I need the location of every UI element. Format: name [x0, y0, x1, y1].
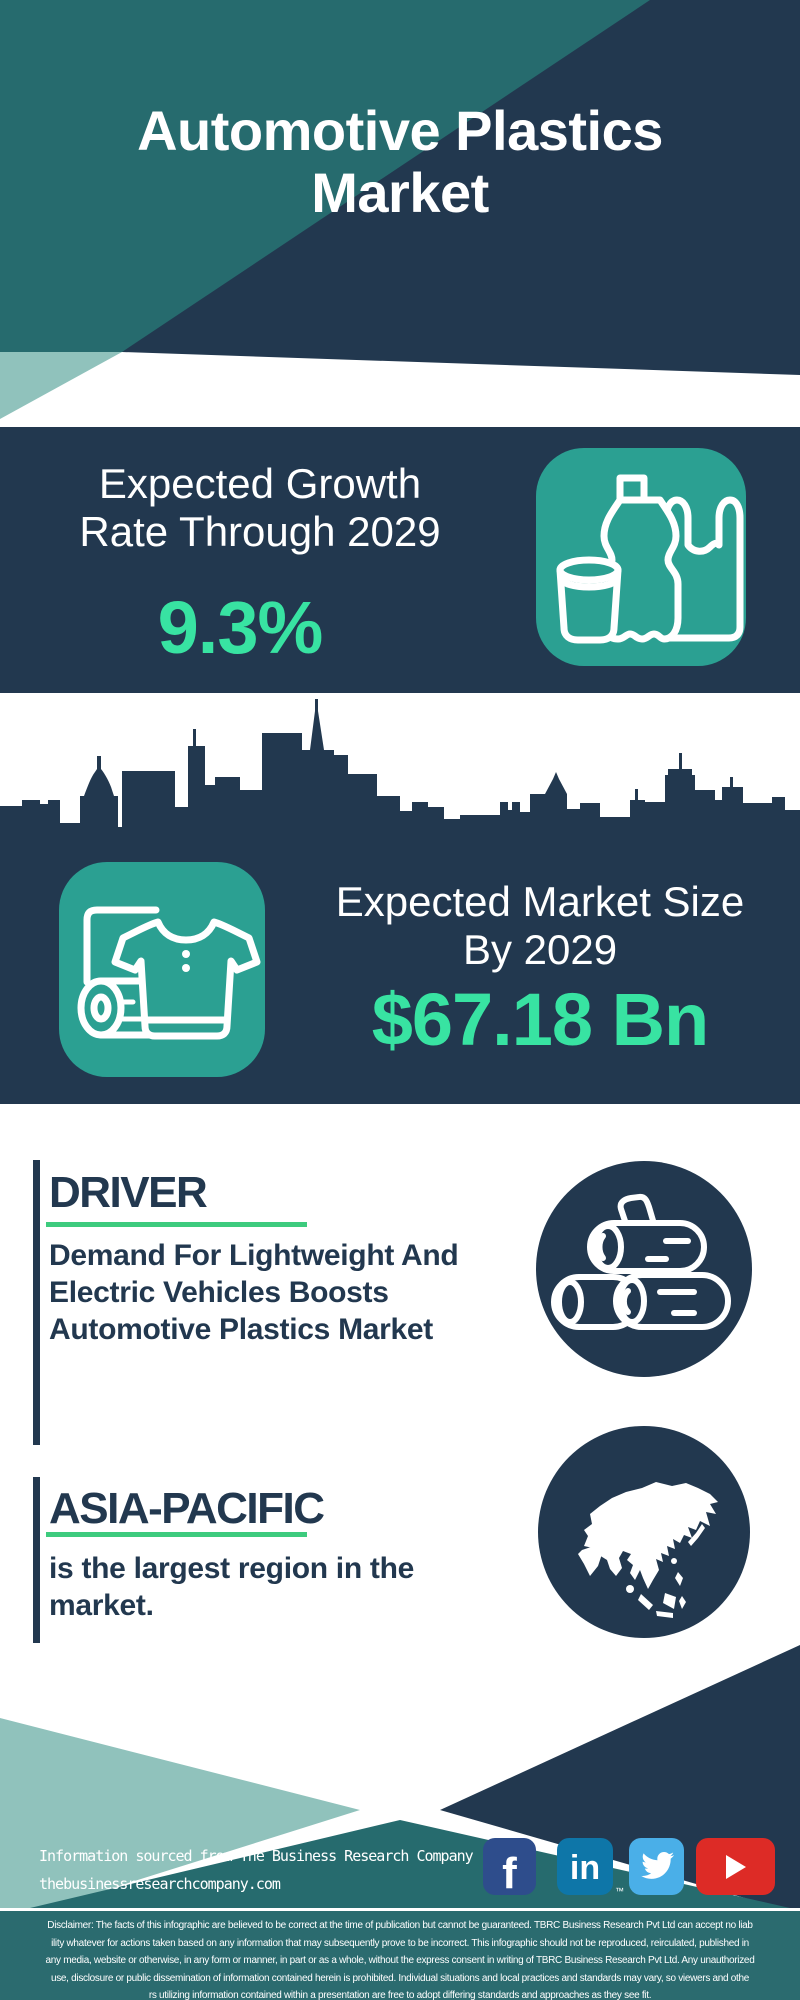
region-accent-bar [33, 1477, 40, 1667]
youtube-play-glyph [725, 1854, 746, 1879]
srilanka-shape [626, 1585, 634, 1593]
japan-shape [688, 1524, 705, 1546]
twitter-bird-glyph [640, 1851, 674, 1879]
log-top-end [592, 1223, 624, 1271]
growth-heading-line2: Rate Through 2029 [79, 508, 441, 555]
tshirt-button-2 [182, 964, 190, 972]
roll-end-shape [77, 977, 125, 1039]
growth-section: Expected Growth Rate Through 2029 9.3% [0, 427, 800, 693]
growth-rate-value: 9.3% [157, 586, 324, 669]
disclaimer-line1: Disclaimer: The facts of this infographi… [47, 1920, 753, 1931]
philippines-shape [675, 1572, 683, 1586]
asia-landmass [584, 1482, 718, 1589]
borneo-shape [663, 1593, 676, 1609]
region-underline [46, 1532, 307, 1537]
growth-heading-line1: Expected Growth [98, 460, 422, 507]
page-title-line2: Market [311, 161, 489, 224]
disclaimer-line4: use, disclosure or public dissemination … [50, 1972, 750, 1984]
page-title: Automotive Plastics Market [0, 100, 800, 224]
footer-separator-line [0, 1908, 800, 1911]
disclaimer: Disclaimer: The facts of this infographi… [0, 1911, 800, 2000]
driver-accent-bar [33, 1160, 40, 1445]
market-size-value: $67.18 Bn [371, 978, 710, 1061]
driver-underline [46, 1222, 307, 1227]
region-text-line2: market. [49, 1589, 154, 1622]
market-size-heading-line1: Expected Market Size [335, 878, 745, 925]
bottle-body-shape [598, 496, 682, 643]
cup-lip-line [558, 575, 620, 591]
seafoam-triangle [0, 352, 122, 419]
market-size-section: Expected Market Size By 2029 $67.18 Bn [0, 845, 800, 1104]
city-skyline [0, 693, 800, 845]
log-right-end-arc [620, 1288, 631, 1315]
market-size-heading: Expected Market Size By 2029 [280, 878, 800, 974]
region-label: ASIA-PACIFIC [49, 1484, 325, 1533]
log-top-shape [587, 1220, 707, 1274]
divider-band [0, 352, 800, 427]
youtube-icon[interactable] [696, 1838, 775, 1895]
java-shape [656, 1611, 673, 1618]
skyline-silhouette [0, 699, 800, 845]
source-info: Information sourced from The Business Re… [39, 1842, 509, 1898]
log-branch-shape [617, 1193, 657, 1227]
bottle-cap-shape [616, 474, 648, 504]
twitter-icon[interactable] [629, 1838, 684, 1895]
fabric-panel-line [83, 906, 160, 986]
plastic-bottle-icon [536, 448, 746, 666]
tshirt-shape [111, 918, 261, 1040]
sulawesi-shape [679, 1596, 686, 1609]
cup-rim-shape [556, 556, 622, 584]
log-top-end-arc [596, 1233, 606, 1261]
facebook-f-glyph: f [502, 1848, 517, 1898]
navy-wedge [122, 352, 800, 375]
driver-text: Demand For Lightweight And Electric Vehi… [49, 1237, 519, 1348]
hero-section: Automotive Plastics Market [0, 0, 800, 352]
growth-heading: Expected Growth Rate Through 2029 [0, 460, 520, 556]
arabia-shape [578, 1546, 602, 1576]
wood-logs-icon [536, 1161, 752, 1377]
driver-text-line3: Automotive Plastics Market [49, 1313, 433, 1346]
asia-map-icon [538, 1426, 750, 1638]
taiwan-shape [671, 1558, 677, 1564]
driver-text-line1: Demand For Lightweight And [49, 1239, 459, 1272]
region-text: is the largest region in the market. [49, 1550, 519, 1624]
tshirt-fabric-roll-icon [59, 862, 265, 1077]
region-text-line1: is the largest region in the [49, 1552, 415, 1585]
disclaimer-line5: rs utilizing information contained withi… [148, 1990, 652, 2000]
linkedin-icon[interactable]: in [557, 1838, 613, 1895]
log-right-end [617, 1277, 647, 1325]
disclaimer-line3: any media, website or otherwise, in any … [45, 1955, 755, 1967]
source-website: thebusinessresearchcompany.com [39, 1875, 281, 1893]
driver-label: DRIVER [49, 1168, 208, 1217]
market-size-heading-line2: By 2029 [462, 926, 618, 973]
tshirt-button-1 [182, 950, 190, 958]
footer-decoration [0, 1643, 800, 1908]
source-line: Information sourced from The Business Re… [39, 1847, 474, 1865]
linkedin-in-glyph: in [569, 1849, 601, 1887]
linkedin-tm-mark: ™ [615, 1886, 624, 1896]
roll-core-shape [90, 993, 112, 1023]
facebook-icon[interactable]: f [483, 1838, 536, 1898]
log-left-end [556, 1279, 584, 1325]
disclaimer-line2: ility whatever for actions taken based o… [51, 1937, 749, 1949]
sumatra-shape [638, 1594, 653, 1610]
plastic-bag-shape [662, 496, 744, 642]
page-title-line1: Automotive Plastics [137, 99, 663, 162]
driver-text-line2: Electric Vehicles Boosts [49, 1276, 389, 1309]
